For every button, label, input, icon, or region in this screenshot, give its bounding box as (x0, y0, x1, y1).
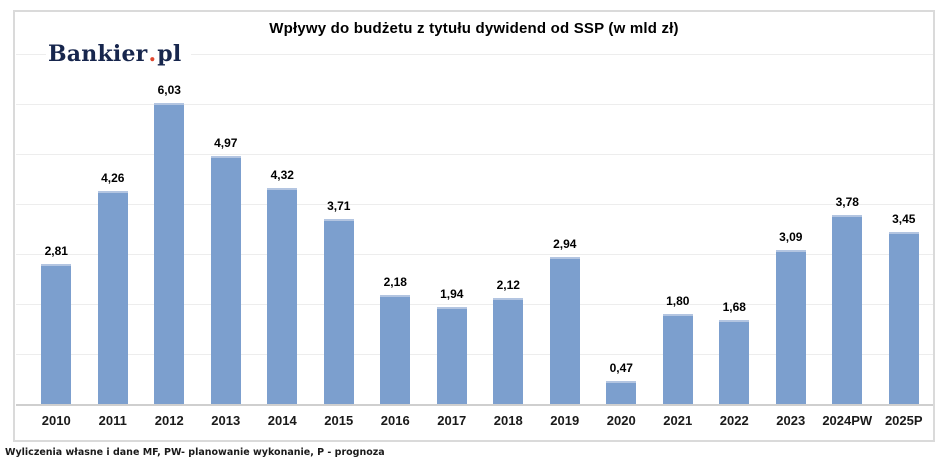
x-axis-label: 2016 (380, 413, 410, 428)
gridline (16, 204, 933, 205)
bar-value-label: 2,94 (553, 237, 577, 251)
x-axis-label: 2013 (211, 413, 241, 428)
gridline (16, 254, 933, 255)
bar-2015 (323, 218, 354, 404)
plot-area: 2,81 2010 4,26 2011 6,03 2012 4,97 2013 4,32 2014… (28, 54, 933, 429)
x-axis-label: 2011 (98, 413, 127, 428)
bar-value-label: 3,71 (327, 198, 351, 213)
x-axis-label: 2020 (606, 413, 636, 428)
bar-column: 3,45 2025P (876, 54, 933, 429)
bar-value-label: 2,81 (44, 243, 68, 258)
chart-title: Wpływy do budżetu z tytułu dywidend od S… (269, 20, 679, 37)
bar-column: 1,94 2017 (424, 54, 481, 428)
bar-2025P (888, 231, 919, 404)
bar-column: 3,78 2024PW (819, 54, 876, 428)
x-axis-label: 2018 (493, 413, 523, 428)
bar-column: 1,68 2022 (706, 54, 763, 428)
bar-column: 4,26 2011 (85, 54, 142, 428)
bar-2013 (210, 155, 241, 404)
bar-value-label: 2,18 (383, 275, 407, 289)
bar-column: 4,97 2013 (198, 54, 255, 428)
bar-value-label: 6,03 (157, 82, 181, 97)
bar-column: 2,94 2019 (537, 54, 594, 428)
bar-column: 2,18 2016 (367, 54, 424, 428)
bar-2014 (267, 188, 298, 404)
bar-column: 2,12 2018 (480, 54, 537, 428)
bar-value-label: 4,97 (214, 135, 238, 150)
x-axis-label: 2017 (437, 413, 467, 428)
x-axis-line (16, 404, 933, 406)
logo-dot: . (148, 41, 157, 67)
bar-value-label: 3,78 (835, 195, 859, 209)
bar-2016 (380, 295, 411, 404)
bar-column: 6,03 2012 (141, 54, 198, 428)
logo-text-main: Bankier (48, 41, 148, 67)
bar-value-label: 1,68 (722, 300, 746, 314)
bar-column: 2,81 2010 (28, 54, 85, 428)
x-axis-label: 2019 (550, 413, 580, 428)
bar-2018 (493, 298, 524, 404)
gridline-layer (16, 54, 933, 404)
bar-2017 (436, 307, 467, 404)
bar-column: 1,80 2021 (650, 54, 707, 428)
bar-2020 (606, 380, 637, 404)
x-axis-label: 2021 (663, 413, 693, 428)
x-axis-label: 2025P (884, 413, 923, 428)
bar-value-label: 1,94 (440, 287, 464, 301)
bar-value-label: 3,45 (892, 211, 916, 226)
x-axis-label: 2014 (267, 413, 297, 428)
bar-column: 4,32 2014 (254, 54, 311, 428)
x-axis-label: 2010 (41, 413, 71, 428)
bar-2019 (549, 257, 580, 404)
bar-column: 3,71 2015 (311, 54, 368, 428)
source-note: Wyliczenia własne i dane MF, PW- planowa… (5, 447, 385, 458)
gridline (16, 54, 933, 55)
bar-2021 (662, 314, 693, 404)
x-axis-label: 2015 (324, 413, 354, 428)
bar-value-label: 2,12 (496, 278, 520, 292)
x-axis-label: 2012 (154, 413, 184, 428)
x-axis-label: 2024PW (822, 413, 873, 428)
bankier-logo: Bankier.pl (46, 39, 192, 69)
x-axis-label: 2023 (776, 413, 806, 428)
gridline (16, 354, 933, 355)
bar-column: 3,09 2023 (763, 54, 820, 428)
bar-value-label: 4,32 (270, 168, 294, 182)
bar-2012 (154, 102, 185, 404)
bar-2011 (97, 191, 128, 404)
gridline (16, 154, 933, 155)
bar-2010 (41, 263, 72, 404)
bar-value-label: 1,80 (666, 294, 690, 308)
gridline (16, 104, 933, 105)
bar-2024PW (832, 215, 863, 404)
x-axis-label: 2022 (719, 413, 749, 428)
bar-2023 (775, 249, 806, 404)
bar-value-label: 0,47 (609, 360, 633, 375)
gridline (16, 304, 933, 305)
logo-text-suffix: pl (157, 41, 182, 67)
bar-2022 (719, 320, 750, 404)
bar-column: 0,47 2020 (593, 54, 650, 428)
bar-value-label: 4,26 (101, 171, 125, 185)
bar-value-label: 3,09 (779, 229, 803, 244)
